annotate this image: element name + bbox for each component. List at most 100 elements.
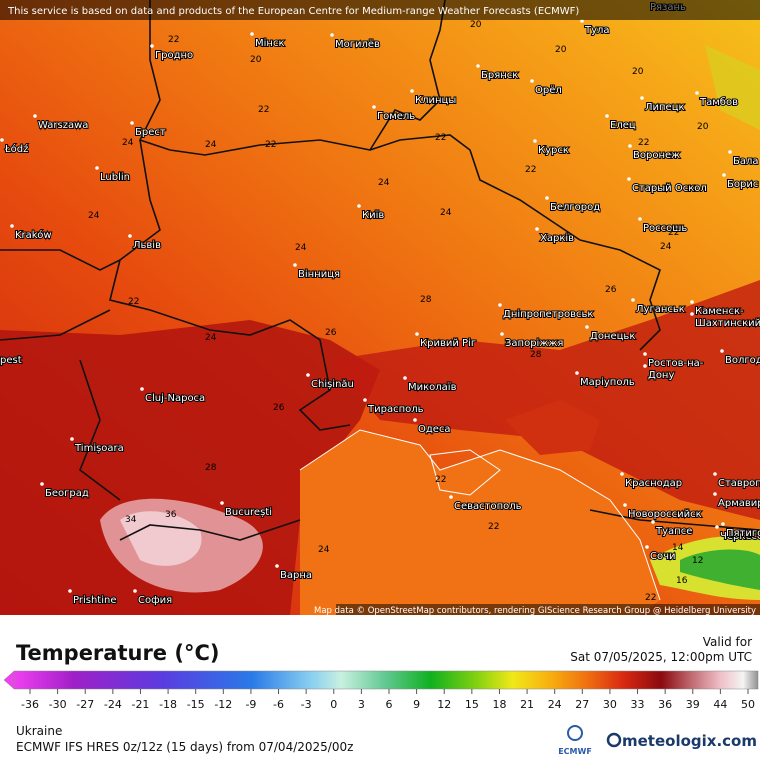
city-dot [713,492,717,496]
colorbar-tick-label: -30 [49,698,67,711]
city-label: Дніпропетровськ [503,308,593,320]
legend: Temperature (°C) Valid for Sat 07/05/202… [3,635,759,756]
colorbar-tick-label: 9 [413,698,420,711]
colorbar-tick-label: 12 [437,698,451,711]
colorbar-tick-label: -24 [104,698,122,711]
notice-bar [0,0,760,20]
city-label: Черкесс [720,531,760,542]
city-dot [40,482,44,486]
city-dot [575,371,579,375]
isotherm-label: 20 [697,122,709,132]
isotherm-label: 22 [435,133,446,143]
colorbar-tick-label: -27 [76,698,94,711]
city-dot [500,332,504,336]
city-label: Воронеж [633,150,680,161]
warm-zone [705,45,760,130]
city-label: pest [0,355,22,366]
city-label: Београд [45,488,89,499]
city-label: Клинцы [415,95,456,106]
isotherm-label: 24 [318,545,330,555]
city-dot [130,121,134,125]
colorbar-tick-label: 3 [358,698,365,711]
isotherm-label: 22 [168,35,179,45]
colorbar-tick-label: -6 [273,698,284,711]
model-info: ECMWF IFS HRES 0z/12z (15 days) from 07/… [16,740,353,754]
city-label: София [138,595,172,606]
city-label: Новороссийск [628,509,702,520]
city-label: Łódź [4,143,28,155]
isotherm-label: 26 [273,403,285,413]
isotherm-label: 22 [258,105,269,115]
city-label: Миколаїв [408,382,457,393]
ecmwf-icon [567,725,583,741]
city-dot [628,144,632,148]
city-label: Брест [135,127,166,138]
city-label: Тула [584,25,610,36]
hot-zone [330,280,760,520]
city-dot [498,303,502,307]
city-dot [70,437,74,441]
isotherm-label: 24 [660,242,672,252]
map: Warszawa Łódź Lublin Kraków Гродно Брест Мінск… [0,0,760,616]
city-label: Шахтинский [695,318,760,329]
city-dot [415,332,419,336]
map-labels: Warszawa Łódź Lublin Kraków Гродно Брест Мінск… [0,1,760,607]
isotherm-label: 14 [672,543,684,553]
isotherm-label: 22 [435,475,446,485]
isotherm-label: 28 [205,463,217,473]
meteologix-icon [606,732,622,748]
city-label: Каменск- [695,306,744,317]
colorbar-tick-label: 18 [492,698,506,711]
city-label: Елец [610,120,636,131]
city-dot [715,525,719,529]
city-label: Армавир [718,498,760,509]
colorbar-tick-label: 0 [330,698,337,711]
isotherm-label: 24 [440,208,452,218]
colorbar [13,670,759,690]
isotherm-label: 24 [88,211,100,221]
isotherm-label: 26 [325,328,337,338]
city-dot [0,138,4,142]
attribution: Map data © OpenStreetMap contributors, r… [314,606,756,616]
city-dot [220,501,224,505]
city-label: Луганськ [636,304,685,315]
city-label: Chișinău [311,379,354,390]
colorbar-tick-label: 27 [575,698,589,711]
city-label: Туапсе [655,526,692,537]
isotherm-label: 22 [638,138,649,148]
colorbar-tick-label: 6 [386,698,393,711]
colorbar-arrow [3,670,15,690]
city-label: Варна [280,570,312,581]
isotherm-label: 22 [668,228,679,238]
city-dot [623,503,627,507]
city-dot [33,114,37,118]
isotherm-label: 36 [165,510,177,520]
city-label: Краснодар [625,478,682,489]
city-label: Волгодонск [725,355,760,366]
city-label: Борис [727,179,758,190]
city-label: Орёл [535,85,562,96]
city-dot [585,325,589,329]
city-label: Липецк [645,102,685,113]
city-dot [476,64,480,68]
city-dot [403,376,407,380]
cool-zone [680,549,760,590]
city-dot [95,166,99,170]
city-label: Гомель [377,111,415,122]
colorbar-tick-label: -15 [187,698,205,711]
isotherm-label: 28 [530,350,542,360]
city-dot [713,472,717,476]
city-label: Брянск [481,70,518,81]
colorbar-tick-label: 36 [658,698,672,711]
city-label: Ставрополь [718,478,760,489]
city-label: Старый Оскол [632,183,707,194]
isotherm-label: 20 [250,55,262,65]
ecmwf-logo: ECMWF [558,747,592,756]
city-dot [150,44,154,48]
meteologix-logo: meteologix.com [622,732,757,750]
city-dot [631,298,635,302]
isotherm-label: 26 [605,285,617,295]
colorbar-tick-label: 24 [548,698,562,711]
city-dot [413,418,417,422]
legend-title: Temperature (°C) [16,641,219,665]
